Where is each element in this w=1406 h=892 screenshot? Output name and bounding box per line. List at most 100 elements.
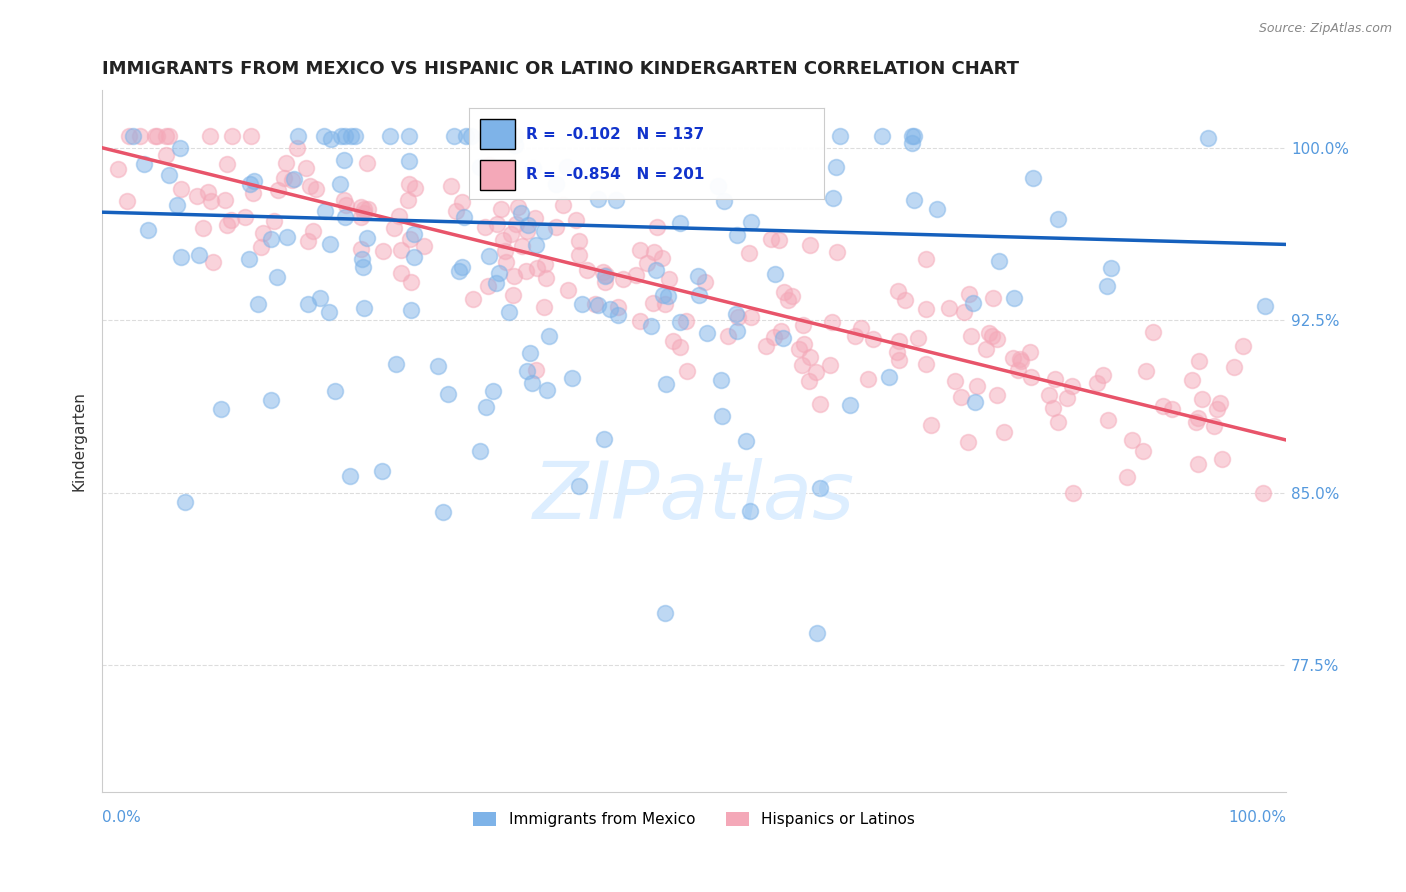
- Point: [295, 161, 318, 175]
- Point: [221, 129, 243, 144]
- Point: [353, 202, 375, 217]
- Point: [389, 267, 412, 281]
- Point: [793, 337, 815, 351]
- Point: [169, 141, 191, 155]
- Point: [136, 222, 159, 236]
- Point: [595, 268, 617, 282]
- Point: [357, 202, 380, 217]
- Point: [283, 172, 305, 186]
- Point: [339, 469, 361, 483]
- Point: [1205, 402, 1227, 417]
- Point: [1047, 212, 1070, 227]
- Point: [605, 193, 627, 207]
- Point: [219, 213, 242, 227]
- Text: ZIPatlas: ZIPatlas: [533, 458, 855, 536]
- Point: [655, 377, 678, 392]
- Point: [740, 310, 762, 324]
- Point: [1007, 363, 1029, 377]
- Point: [308, 291, 330, 305]
- Point: [118, 129, 141, 144]
- Point: [1062, 379, 1084, 393]
- Point: [281, 173, 304, 187]
- Point: [387, 209, 409, 223]
- Point: [654, 297, 676, 311]
- Point: [304, 182, 326, 196]
- Point: [977, 326, 1000, 340]
- Point: [870, 129, 893, 144]
- Point: [197, 185, 219, 199]
- Point: [986, 333, 1008, 347]
- Point: [1019, 370, 1042, 384]
- Point: [515, 264, 537, 278]
- Point: [516, 364, 538, 378]
- Point: [489, 129, 512, 144]
- Point: [533, 224, 555, 238]
- Point: [478, 250, 501, 264]
- Point: [333, 129, 356, 144]
- Point: [474, 219, 496, 234]
- Point: [404, 250, 426, 264]
- Point: [1223, 360, 1246, 375]
- Point: [662, 334, 685, 348]
- Point: [776, 293, 799, 308]
- Point: [693, 276, 716, 290]
- Point: [583, 297, 606, 311]
- Point: [799, 351, 821, 365]
- Point: [886, 345, 908, 359]
- Point: [804, 366, 827, 380]
- Point: [301, 224, 323, 238]
- Point: [886, 284, 908, 298]
- Point: [485, 217, 508, 231]
- Point: [592, 265, 614, 279]
- Point: [966, 378, 988, 392]
- Point: [1142, 325, 1164, 339]
- Point: [242, 186, 264, 200]
- Text: 0.0%: 0.0%: [103, 810, 141, 825]
- Point: [824, 160, 846, 174]
- Point: [314, 203, 336, 218]
- Point: [449, 264, 471, 278]
- Point: [1197, 131, 1219, 145]
- Point: [725, 227, 748, 242]
- Text: IMMIGRANTS FROM MEXICO VS HISPANIC OR LATINO KINDERGARTEN CORRELATION CHART: IMMIGRANTS FROM MEXICO VS HISPANIC OR LA…: [103, 60, 1019, 78]
- Point: [763, 267, 786, 281]
- Point: [606, 300, 628, 314]
- Point: [1092, 368, 1115, 382]
- Point: [553, 198, 575, 212]
- Point: [1251, 486, 1274, 500]
- Point: [501, 227, 523, 242]
- Point: [202, 255, 225, 269]
- Point: [593, 269, 616, 284]
- Point: [517, 218, 540, 232]
- Point: [333, 193, 356, 207]
- Point: [821, 315, 844, 329]
- Point: [239, 177, 262, 191]
- Point: [636, 255, 658, 269]
- Point: [217, 157, 239, 171]
- Point: [474, 400, 496, 414]
- Point: [1132, 443, 1154, 458]
- Point: [427, 359, 450, 373]
- Point: [380, 129, 402, 144]
- Point: [808, 396, 831, 410]
- Point: [568, 248, 591, 262]
- Point: [725, 324, 748, 338]
- Point: [432, 505, 454, 519]
- Point: [903, 129, 925, 144]
- Point: [688, 288, 710, 302]
- Point: [780, 289, 803, 303]
- Point: [170, 251, 193, 265]
- Text: 100.0%: 100.0%: [1227, 810, 1286, 825]
- Point: [174, 495, 197, 509]
- Point: [477, 279, 499, 293]
- Point: [297, 235, 319, 249]
- Point: [526, 260, 548, 275]
- Point: [350, 211, 373, 225]
- Point: [568, 234, 591, 248]
- Point: [1181, 373, 1204, 387]
- Point: [1161, 402, 1184, 417]
- Point: [273, 171, 295, 186]
- Point: [508, 201, 530, 215]
- Point: [451, 195, 474, 210]
- Point: [498, 305, 520, 319]
